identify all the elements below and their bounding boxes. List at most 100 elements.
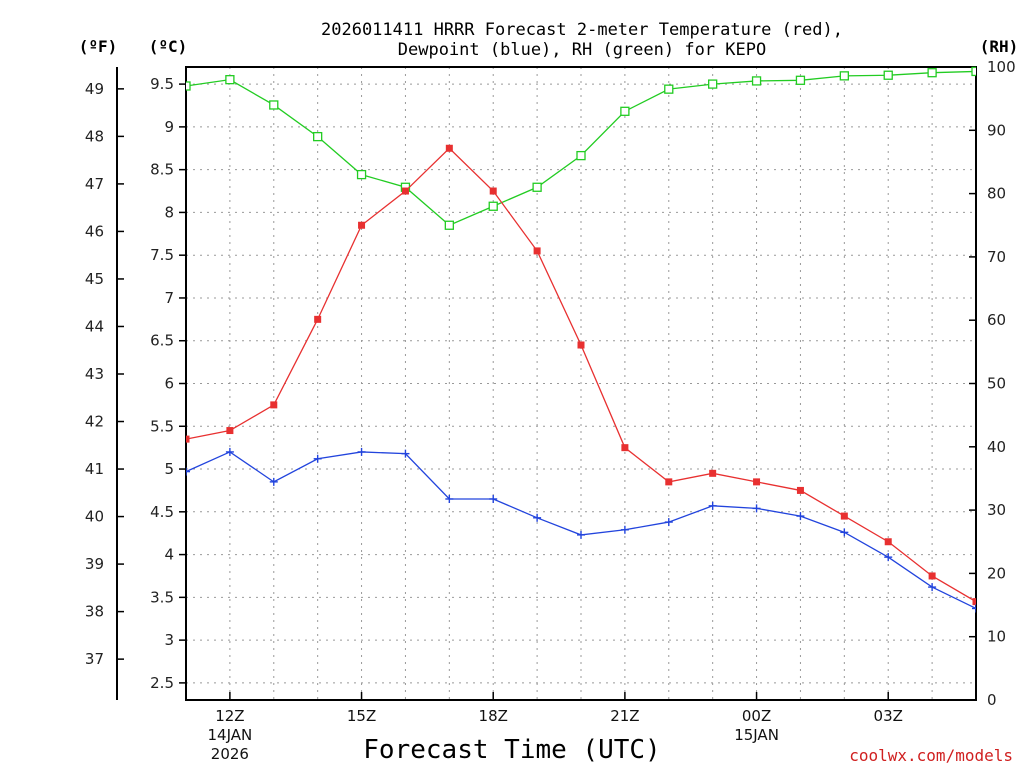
celsius-tick-label: 7.5 xyxy=(150,246,174,264)
series-line-green xyxy=(186,70,976,227)
celsius-tick-label: 8.5 xyxy=(150,161,174,179)
fahrenheit-tick-label: 37 xyxy=(85,650,104,668)
temperature-point xyxy=(621,444,629,452)
temperature-point xyxy=(928,572,936,580)
rh-point xyxy=(751,76,762,86)
rh-point xyxy=(488,201,498,211)
x-tick-label: 18Z xyxy=(479,707,508,725)
data-series xyxy=(186,66,976,613)
x-tick-date: 15JAN xyxy=(734,726,779,744)
rh-tick-label: 90 xyxy=(987,121,1006,139)
grid-lines xyxy=(186,67,976,700)
rh-point xyxy=(313,131,323,142)
rh-unit-label: (RH) xyxy=(980,37,1019,56)
x-tick-label: 21Z xyxy=(610,707,639,725)
celsius-tick-label: 3.5 xyxy=(150,588,174,606)
temperature-point xyxy=(577,341,585,349)
rh-point xyxy=(664,84,674,94)
rh-tick-label: 100 xyxy=(987,58,1016,76)
series-green xyxy=(186,66,976,230)
temperature-point xyxy=(533,247,541,255)
temperature-point xyxy=(796,486,804,494)
rh-tick-label: 60 xyxy=(987,311,1006,329)
celsius-tick-label: 5.5 xyxy=(150,417,174,435)
celsius-tick-label: 9.5 xyxy=(150,75,174,93)
temperature-point xyxy=(401,187,409,195)
rh-tick-label: 40 xyxy=(987,438,1006,456)
rh-point xyxy=(620,106,630,116)
axes xyxy=(116,66,977,701)
rh-point xyxy=(225,75,235,85)
tick-labels: 2.5 3 3.5 4 4.5 5 5.5 6 6.5 7 7.5 8 8.5 9 9.5 37 38 39 40 4… xyxy=(85,58,1016,763)
rh-point xyxy=(708,79,718,89)
fahrenheit-tick-label: 41 xyxy=(85,460,104,478)
rh-tick-label: 30 xyxy=(987,501,1006,519)
x-axis-label: Forecast Time (UTC) xyxy=(363,735,660,765)
celsius-tick-label: 9 xyxy=(164,118,174,136)
celsius-tick-label: 2.5 xyxy=(150,674,174,692)
rh-tick-label: 80 xyxy=(987,185,1006,203)
rh-point xyxy=(795,75,806,85)
celsius-tick-label: 4 xyxy=(164,546,174,564)
temperature-point xyxy=(972,598,976,606)
temperature-point xyxy=(314,315,322,323)
celsius-unit-label: (ºC) xyxy=(149,37,188,56)
fahrenheit-tick-label: 38 xyxy=(85,603,104,621)
rh-point xyxy=(576,150,586,161)
chart-title-line2: Dewpoint (blue), RH (green) for KEPO xyxy=(398,40,766,60)
rh-tick-label: 20 xyxy=(987,564,1006,582)
fahrenheit-tick-label: 40 xyxy=(85,508,104,526)
temperature-point xyxy=(884,538,892,546)
fahrenheit-tick-label: 39 xyxy=(85,555,104,573)
credit-link[interactable]: coolwx.com/models xyxy=(849,746,1013,765)
fahrenheit-tick-label: 48 xyxy=(85,127,104,145)
rh-point xyxy=(971,66,976,77)
x-tick-label: 12Z xyxy=(215,707,244,725)
celsius-tick-label: 7 xyxy=(164,289,174,307)
celsius-tick-label: 4.5 xyxy=(150,503,174,521)
temperature-point xyxy=(226,427,234,435)
fahrenheit-tick-label: 44 xyxy=(85,317,104,335)
series-red xyxy=(186,144,976,606)
x-tick-label: 03Z xyxy=(874,707,903,725)
temperature-point xyxy=(665,478,673,486)
celsius-tick-label: 6 xyxy=(164,375,174,393)
temperature-point xyxy=(358,221,366,229)
rh-tick-label: 0 xyxy=(987,691,997,709)
celsius-tick-label: 8 xyxy=(164,203,174,221)
chart-title-line1: 2026011411 HRRR Forecast 2-meter Tempera… xyxy=(321,20,843,40)
x-tick-year: 2026 xyxy=(211,745,249,763)
fahrenheit-tick-label: 47 xyxy=(85,175,104,193)
fahrenheit-tick-label: 42 xyxy=(85,413,104,431)
temperature-point xyxy=(709,469,717,477)
rh-point xyxy=(444,220,454,230)
rh-point xyxy=(356,169,367,180)
x-tick-date: 14JAN xyxy=(208,726,253,744)
rh-point xyxy=(839,71,849,81)
rh-point xyxy=(269,100,279,110)
fahrenheit-tick-label: 43 xyxy=(85,365,104,383)
celsius-tick-label: 3 xyxy=(164,631,174,649)
temperature-point xyxy=(753,478,761,486)
rh-tick-label: 70 xyxy=(987,248,1006,266)
fahrenheit-tick-label: 49 xyxy=(85,80,104,98)
fahrenheit-tick-label: 46 xyxy=(85,222,104,240)
temperature-point xyxy=(270,401,278,409)
rh-tick-label: 10 xyxy=(987,628,1006,646)
fahrenheit-tick-label: 45 xyxy=(85,270,104,288)
fahrenheit-unit-label: (ºF) xyxy=(79,37,118,56)
series-blue xyxy=(186,447,976,613)
rh-point xyxy=(927,68,937,78)
rh-tick-label: 50 xyxy=(987,375,1006,393)
temperature-point xyxy=(840,512,848,520)
x-tick-label: 15Z xyxy=(347,707,376,725)
rh-point xyxy=(186,81,191,91)
x-tick-label: 00Z xyxy=(742,707,771,725)
temperature-point xyxy=(489,187,497,195)
temperature-point xyxy=(445,144,453,152)
celsius-tick-label: 5 xyxy=(164,460,174,478)
rh-point xyxy=(883,70,893,80)
rh-point xyxy=(532,182,542,192)
temperature-point xyxy=(186,435,190,443)
